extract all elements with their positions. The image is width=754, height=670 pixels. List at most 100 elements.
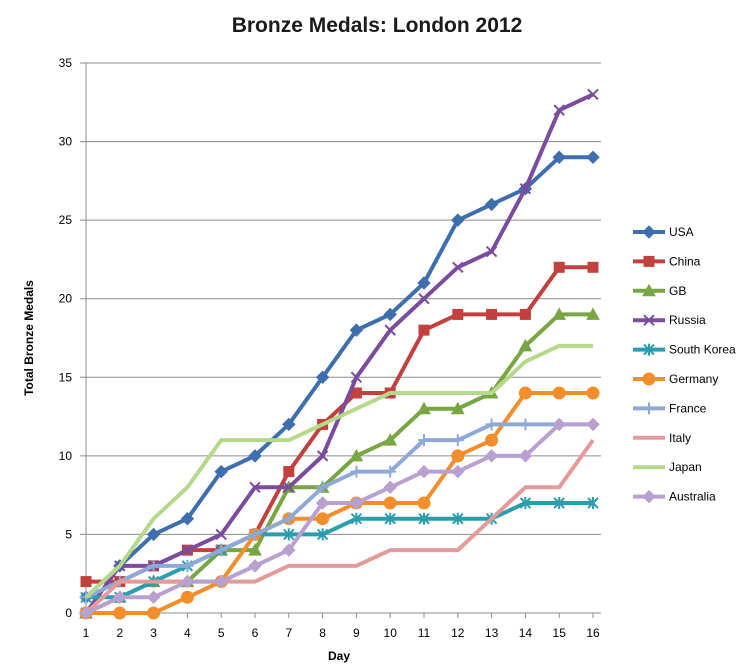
data-point-usa xyxy=(484,197,499,212)
data-point-france xyxy=(451,434,464,447)
x-tick-label: 7 xyxy=(285,626,292,640)
legend-label-australia: Australia xyxy=(669,490,716,504)
data-point-china xyxy=(283,466,295,478)
data-point-usa xyxy=(248,449,262,463)
data-point-russia xyxy=(452,261,464,273)
data-point-china xyxy=(452,308,464,320)
data-point-gb xyxy=(417,401,431,415)
legend-marker-gb xyxy=(642,283,656,297)
data-point-south-korea xyxy=(350,512,363,525)
data-point-gb xyxy=(450,401,465,415)
data-point-france xyxy=(282,512,295,525)
series-line-south-korea xyxy=(86,501,593,600)
data-point-germany xyxy=(451,449,465,463)
legend-label-france: France xyxy=(669,401,707,415)
series-lines xyxy=(79,88,600,620)
data-point-france xyxy=(485,418,498,431)
data-point-australia xyxy=(417,464,431,479)
series-line-japan xyxy=(84,343,593,599)
data-point-france xyxy=(80,591,92,604)
data-point-russia xyxy=(181,544,194,556)
data-point-germany xyxy=(417,496,431,510)
x-tick-label: 12 xyxy=(451,626,465,640)
x-tick-label: 6 xyxy=(252,626,259,640)
data-point-germany xyxy=(316,512,330,526)
data-point-russia xyxy=(384,324,396,336)
data-point-germany xyxy=(383,496,397,510)
data-point-usa xyxy=(383,307,397,322)
data-point-usa xyxy=(586,150,600,164)
data-point-south-korea xyxy=(452,512,464,525)
legend-label-usa: USA xyxy=(669,225,694,239)
data-point-south-korea xyxy=(384,512,396,525)
data-point-australia xyxy=(248,559,262,573)
data-point-usa xyxy=(417,276,431,290)
data-point-australia xyxy=(180,574,195,589)
legend-label-italy: Italy xyxy=(669,431,691,445)
x-tick-label: 13 xyxy=(485,626,499,640)
x-tick-label: 15 xyxy=(553,626,567,640)
series-line-italy xyxy=(84,438,595,615)
legend-marker-china xyxy=(643,255,655,267)
data-point-china xyxy=(519,308,531,320)
data-point-usa xyxy=(214,464,228,479)
data-point-australia xyxy=(586,417,600,432)
x-tick-label: 8 xyxy=(319,626,326,640)
series-line-gb xyxy=(85,312,593,615)
data-point-france xyxy=(350,465,363,478)
data-point-usa xyxy=(349,323,364,337)
data-point-russia xyxy=(418,293,430,305)
data-point-germany xyxy=(147,606,161,620)
data-point-australia xyxy=(282,543,296,557)
data-point-germany xyxy=(113,606,127,620)
x-tick-label: 3 xyxy=(150,626,157,640)
data-point-australia xyxy=(451,464,465,479)
data-point-south-korea xyxy=(418,512,430,525)
legend-marker-australia xyxy=(642,489,656,504)
data-point-france xyxy=(418,434,430,447)
data-point-germany xyxy=(518,386,532,400)
data-point-russia xyxy=(350,371,363,383)
data-point-usa xyxy=(146,527,161,542)
data-point-australia xyxy=(349,496,364,510)
data-point-france xyxy=(181,559,194,572)
data-point-china xyxy=(587,261,599,273)
legend-marker-usa xyxy=(642,225,656,239)
data-point-germany xyxy=(485,433,499,447)
data-point-france xyxy=(316,481,329,494)
data-point-china xyxy=(80,576,92,588)
y-tick-label: 0 xyxy=(65,606,72,620)
data-point-usa xyxy=(180,512,195,526)
y-tick-label: 25 xyxy=(59,213,73,227)
legend-marker-russia xyxy=(643,314,655,326)
legend-label-gb: GB xyxy=(669,284,686,298)
legend-label-russia: Russia xyxy=(669,313,706,327)
data-point-china xyxy=(486,308,498,320)
data-point-china xyxy=(418,324,430,336)
x-tick-label: 10 xyxy=(384,626,398,640)
data-point-australia xyxy=(383,480,397,494)
data-point-russia xyxy=(553,104,565,116)
x-tick-label: 9 xyxy=(353,626,360,640)
data-point-south-korea xyxy=(316,528,329,541)
data-point-france xyxy=(519,418,532,431)
data-point-germany xyxy=(180,590,194,604)
data-point-gb xyxy=(586,307,600,320)
data-point-usa xyxy=(552,150,566,164)
data-point-germany xyxy=(586,386,600,400)
data-point-russia xyxy=(283,481,295,493)
data-point-gb xyxy=(248,543,262,556)
data-point-australia xyxy=(113,590,127,604)
y-tick-label: 30 xyxy=(59,135,73,149)
legend-marker-south-korea xyxy=(643,343,655,356)
series-line-france xyxy=(85,422,593,600)
x-tick-label: 5 xyxy=(218,626,225,640)
data-point-australia xyxy=(484,449,499,463)
x-tick-label: 1 xyxy=(83,626,90,640)
data-point-germany xyxy=(552,386,566,400)
x-axis-label: Day xyxy=(328,649,350,663)
legend-label-japan: Japan xyxy=(669,460,702,474)
y-tick-label: 10 xyxy=(59,449,73,463)
